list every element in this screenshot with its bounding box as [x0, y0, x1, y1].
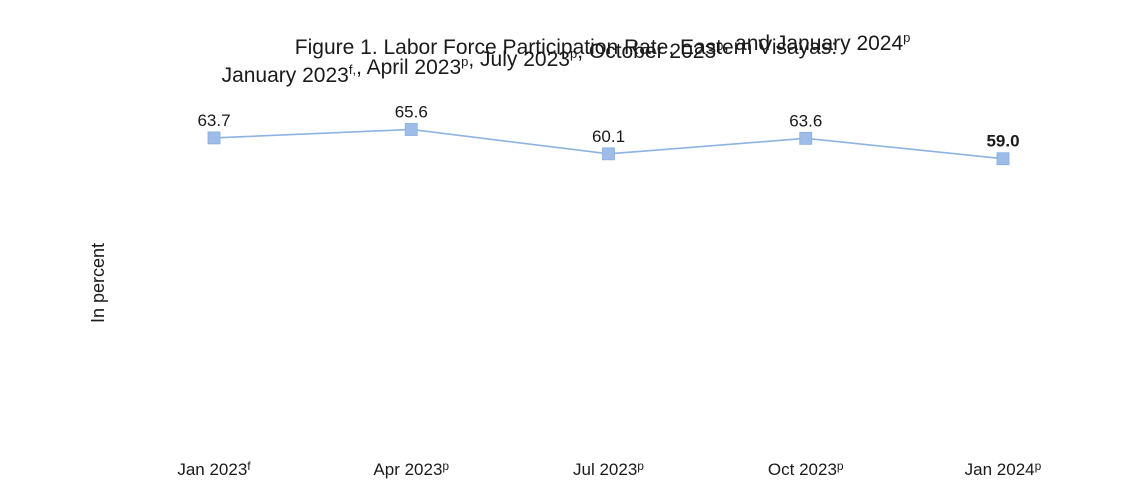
- title-line2-segment: , and January 2024: [723, 32, 903, 55]
- data-point-marker: [996, 152, 1010, 166]
- x-tick-label: Jan 2024p: [965, 459, 1042, 479]
- title-line2-segment: January 2023: [222, 64, 349, 87]
- chart-title-line2: January 2023f,, April 2023p, July 2023p,…: [222, 30, 911, 87]
- x-tick-label: Apr 2023p: [373, 459, 449, 479]
- title-line2-segment: , July 2023: [468, 48, 570, 71]
- title-line2-segment: , April 2023: [356, 56, 461, 79]
- data-label: 65.6: [395, 102, 428, 121]
- data-label: 63.7: [197, 111, 230, 130]
- y-axis-label: In percent: [88, 243, 108, 323]
- title-line2-superscript: p: [461, 54, 468, 69]
- x-tick-label: Jan 2023f: [177, 459, 251, 479]
- x-tick-label: Jul 2023p: [573, 459, 644, 479]
- data-point-marker: [207, 131, 221, 145]
- title-line2-segment: , October 2023: [577, 40, 716, 63]
- data-label: 63.6: [789, 111, 822, 130]
- data-label: 59.0: [986, 132, 1019, 151]
- title-line2-superscript: p: [903, 30, 910, 45]
- data-point-marker: [799, 131, 813, 145]
- data-point-marker: [404, 123, 418, 136]
- chart-title-line1: Figure 1. Labor Force Participation Rate…: [295, 36, 837, 59]
- x-tick-label: Oct 2023p: [768, 459, 844, 479]
- title-line2-superscript: p: [570, 46, 577, 61]
- data-label: 60.1: [592, 127, 625, 146]
- series-group: 63.7 65.6 60.1 63.6 59.0: [197, 102, 1020, 166]
- title-line2-superscript: p: [716, 38, 723, 53]
- title-line2-superscript: f,: [349, 62, 356, 77]
- data-point-marker: [602, 147, 615, 161]
- x-axis-categories: Jan 2023f Apr 2023p Jul 2023p Oct 2023p Jan …: [177, 459, 1041, 479]
